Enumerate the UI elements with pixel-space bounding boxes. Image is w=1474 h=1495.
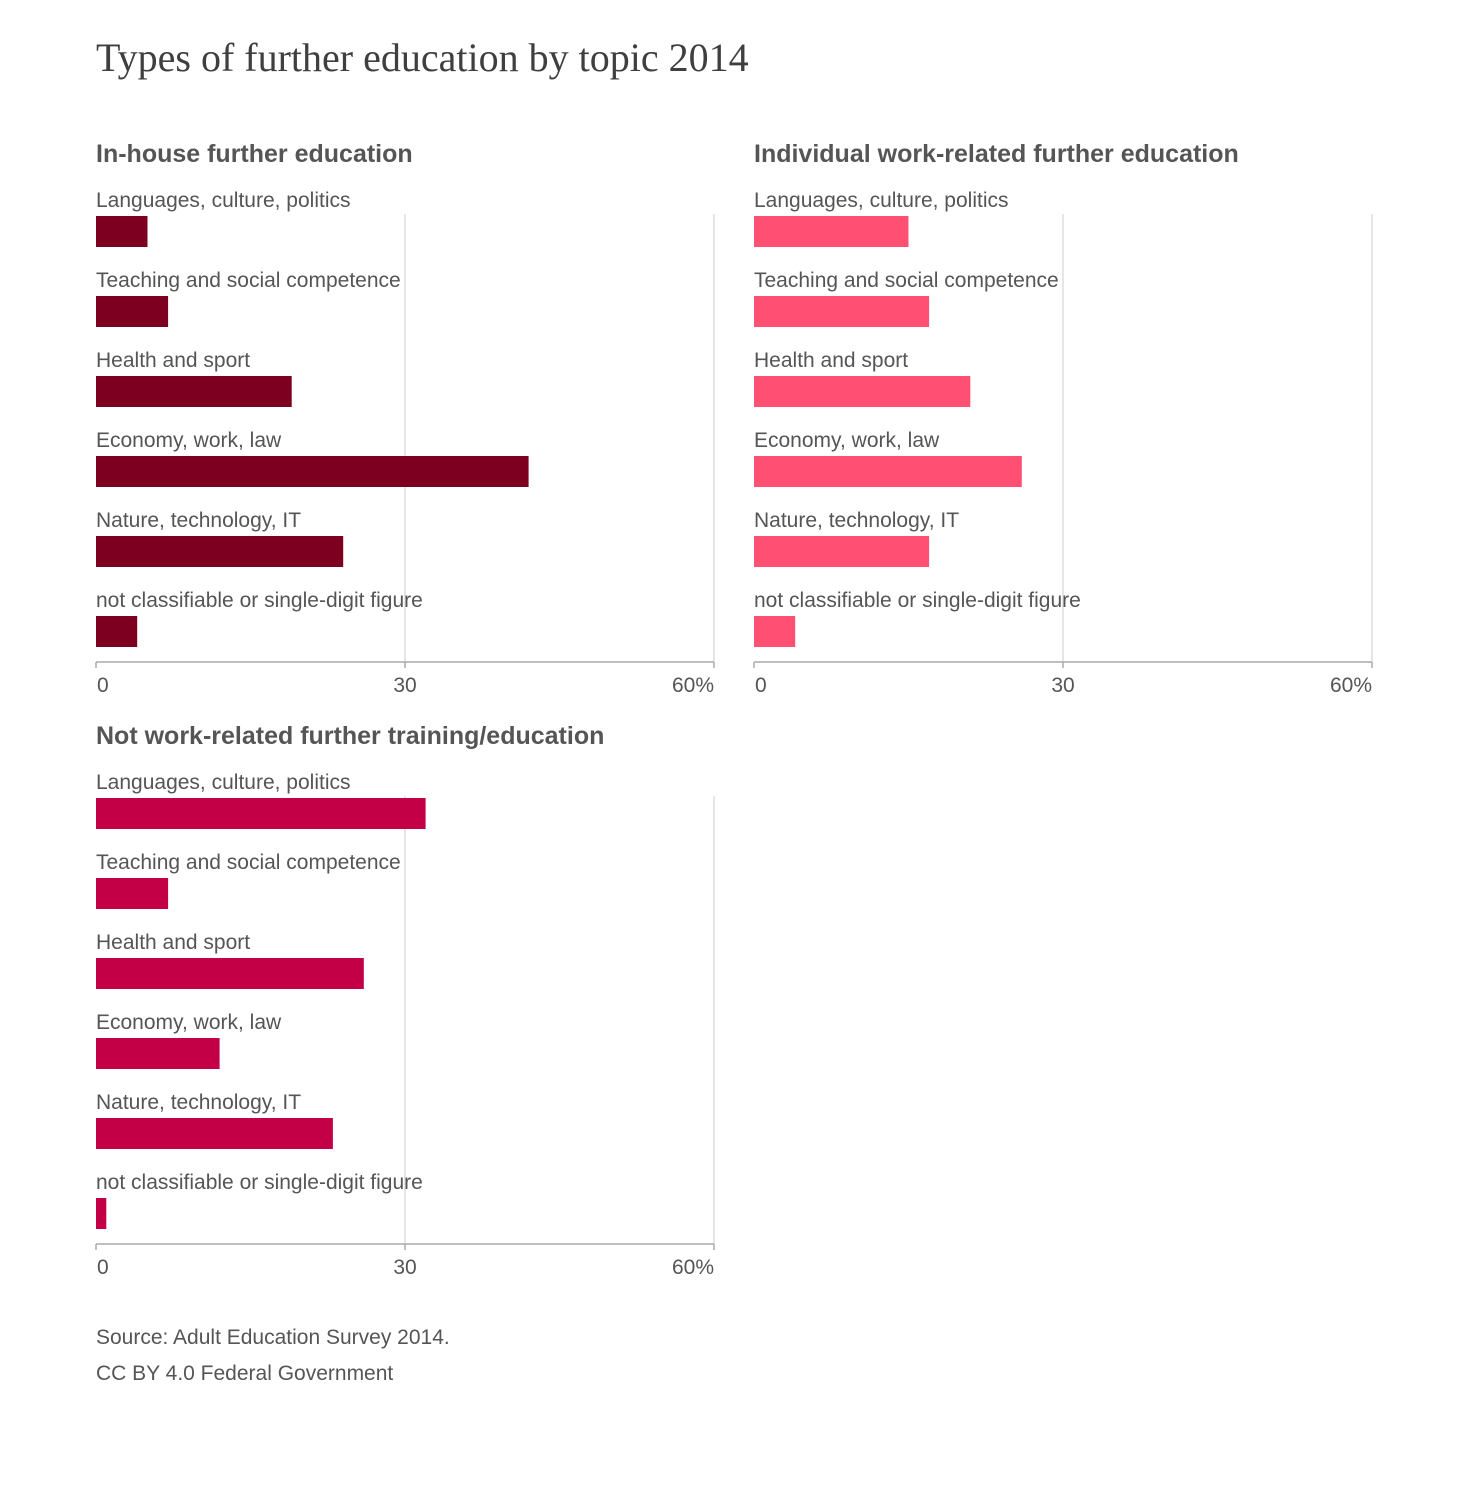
category-label: Languages, culture, politics [96,189,351,212]
category-label: Health and sport [96,931,250,954]
chart-panel-not-work-related: Not work-related further training/educat… [95,722,736,1292]
x-tick-label: 30 [1051,674,1074,697]
category-label: Languages, culture, politics [754,189,1009,212]
bar-chart: Languages, culture, politics Teaching and… [95,189,715,697]
bar-chart: Languages, culture, politics Teaching and… [753,189,1373,697]
category-label: Economy, work, law [754,429,940,452]
footer: Source: Adult Education Survey 2014. CC … [96,1320,450,1392]
x-tick-label: 30 [393,1256,416,1279]
bar [96,798,426,829]
panel-title: Not work-related further training/educat… [96,722,605,750]
bar [754,296,930,327]
category-label: Nature, technology, IT [754,509,959,532]
bar [96,216,148,247]
bar [96,958,364,989]
x-tick-label: 60% [672,674,714,697]
category-label: Economy, work, law [96,429,282,452]
category-label: Teaching and social competence [96,851,401,874]
chart-panel-individual-work-related: Individual work-related further educatio… [753,140,1394,710]
x-tick-label: 0 [97,674,109,697]
bar [754,536,930,567]
category-label: Health and sport [96,349,250,372]
bar [96,1118,333,1149]
x-tick-label: 0 [755,674,767,697]
bar [754,616,796,647]
bar [96,456,529,487]
category-label: not classifiable or single-digit figure [96,1171,423,1194]
bar [96,296,169,327]
x-tick-label: 30 [393,674,416,697]
category-label: Languages, culture, politics [96,771,351,794]
panel-title: Individual work-related further educatio… [754,140,1239,168]
bar [96,1198,107,1229]
bar [754,376,971,407]
category-label: Teaching and social competence [754,269,1059,292]
category-label: Economy, work, law [96,1011,282,1034]
bar [96,878,169,909]
category-label: Nature, technology, IT [96,1091,301,1114]
x-tick-label: 60% [1330,674,1372,697]
category-label: Health and sport [754,349,908,372]
bar [754,216,909,247]
x-tick-label: 0 [97,1256,109,1279]
license-note: CC BY 4.0 Federal Government [96,1362,394,1385]
bar [96,1038,220,1069]
category-label: Nature, technology, IT [96,509,301,532]
chart-title: Types of further education by topic 2014 [96,35,749,80]
x-tick-label: 60% [672,1256,714,1279]
chart-panel-in-house: In-house further education Languages, cu… [95,140,736,710]
category-label: not classifiable or single-digit figure [96,589,423,612]
bar [96,536,344,567]
panel-title: In-house further education [96,140,413,168]
bar [754,456,1022,487]
bar-chart: Languages, culture, politics Teaching and… [95,771,715,1279]
category-label: not classifiable or single-digit figure [754,589,1081,612]
bar [96,616,138,647]
source-note: Source: Adult Education Survey 2014. [96,1326,450,1349]
bar [96,376,292,407]
category-label: Teaching and social competence [96,269,401,292]
